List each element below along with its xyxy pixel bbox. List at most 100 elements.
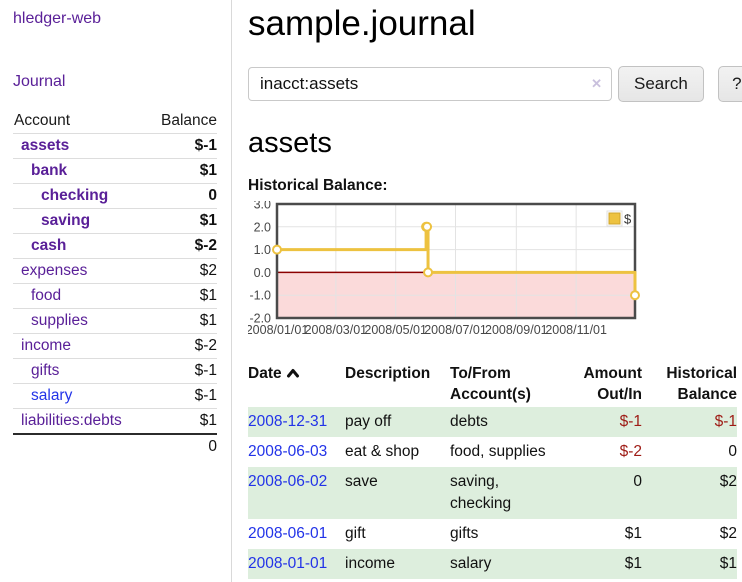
register-date-link[interactable]: 2008-12-31 xyxy=(248,413,328,430)
account-row: saving $1 xyxy=(13,208,217,234)
account-link[interactable]: checking xyxy=(41,187,109,204)
account-balance: $1 xyxy=(147,208,217,234)
account-heading: assets xyxy=(248,127,332,159)
register-balance: $2 xyxy=(719,525,737,542)
account-balance: $-1 xyxy=(147,383,217,409)
register-date-cell: 2008-12-31 xyxy=(248,407,345,437)
account-link[interactable]: saving xyxy=(41,212,91,229)
chart-title: Historical Balance: xyxy=(248,177,388,194)
clear-search-icon[interactable]: ✕ xyxy=(591,76,602,91)
account-row: checking 0 xyxy=(13,183,217,209)
register-row: 2008-06-03 eat & shop food, supplies $-2 0 xyxy=(248,437,737,467)
nav-journal-link[interactable]: Journal xyxy=(13,73,66,90)
register-row: 2008-12-31 pay off debts $-1 $-1 xyxy=(248,407,737,437)
balance-chart-svg: 3.0 2.0 1.0 0.0 -1.0 -2.02008/01/012008/03/01… xyxy=(246,198,640,337)
register-date-link[interactable]: 2008-01-01 xyxy=(248,555,328,572)
register-amount: 0 xyxy=(633,473,642,490)
register-amount: $1 xyxy=(624,555,642,572)
account-link[interactable]: liabilities:debts xyxy=(21,412,122,429)
accounts-total-spacer xyxy=(13,433,148,459)
register-description: eat & shop xyxy=(345,443,420,460)
svg-text:3.0: 3.0 xyxy=(254,201,271,212)
search-form: ✕ Search ? xyxy=(248,66,742,102)
account-row: expenses $2 xyxy=(13,258,217,284)
accounts-total-balance: 0 xyxy=(147,433,217,459)
account-cell: bank xyxy=(13,158,148,184)
register-amount: $1 xyxy=(624,525,642,542)
register-description: save xyxy=(345,473,378,490)
help-button[interactable]: ? xyxy=(717,66,742,102)
account-link[interactable]: salary xyxy=(31,387,73,404)
account-balance: $-2 xyxy=(147,233,217,259)
account-cell: saving xyxy=(13,208,148,234)
register-date-link[interactable]: 2008-06-03 xyxy=(248,443,328,460)
account-link[interactable]: income xyxy=(21,337,71,354)
account-row: gifts $-1 xyxy=(13,358,217,384)
account-cell: income xyxy=(13,333,148,359)
register-date-link[interactable]: 2008-06-01 xyxy=(248,525,328,542)
svg-text:1.0: 1.0 xyxy=(254,243,271,257)
account-balance: $2 xyxy=(147,258,217,284)
register-date-cell: 2008-06-03 xyxy=(248,437,345,467)
register-balance: 0 xyxy=(728,443,737,460)
search-input[interactable] xyxy=(248,67,612,101)
svg-text:2.0: 2.0 xyxy=(254,220,271,234)
svg-text:0.0: 0.0 xyxy=(254,266,271,280)
accounts-table-body: assets $-1 bank $1 checking 0 saving $1 cash $-2 e… xyxy=(13,133,217,459)
account-row: supplies $1 xyxy=(13,308,217,334)
account-cell: gifts xyxy=(13,358,148,384)
account-row: income $-2 xyxy=(13,333,217,359)
main-content: sample.journal ✕ Search ? assets Histori… xyxy=(232,0,742,582)
brand-link[interactable]: hledger-web xyxy=(13,10,102,27)
balance-header: Historical Balance xyxy=(642,361,737,407)
register-accounts: debts xyxy=(450,413,488,430)
register-amount: $-1 xyxy=(619,413,642,430)
account-link[interactable]: food xyxy=(31,287,62,304)
balance-chart: 3.0 2.0 1.0 0.0 -1.0 -2.0 2008/01/01 2008/03/01… xyxy=(246,198,742,342)
account-link[interactable]: supplies xyxy=(31,312,88,329)
account-row: bank $1 xyxy=(13,158,217,184)
amount-header: Amount Out/In xyxy=(568,361,642,407)
account-link[interactable]: expenses xyxy=(21,262,88,279)
account-link[interactable]: cash xyxy=(31,237,67,254)
account-cell: liabilities:debts xyxy=(13,409,148,435)
account-cell: checking xyxy=(13,183,148,209)
account-balance: 0 xyxy=(147,183,217,209)
register-amount: $-2 xyxy=(619,443,642,460)
svg-text:2008/07/01: 2008/07/01 xyxy=(424,323,487,337)
accounts-header-row: Account Balance xyxy=(13,109,217,134)
tofrom-header-line1: To/From xyxy=(450,365,511,382)
account-balance: $-2 xyxy=(147,333,217,359)
account-cell: cash xyxy=(13,233,148,259)
account-balance: $-1 xyxy=(147,133,217,159)
account-cell: food xyxy=(13,283,148,309)
register-accounts: gifts xyxy=(450,525,479,542)
description-header: Description xyxy=(345,365,431,382)
tofrom-header-line2: Account(s) xyxy=(450,386,531,403)
accounts-header-balance: Balance xyxy=(147,109,217,134)
register-date-link[interactable]: 2008-06-02 xyxy=(248,473,328,490)
register-date-cell: 2008-06-01 xyxy=(248,519,345,549)
account-cell: salary xyxy=(13,383,148,409)
svg-text:2008/11/01: 2008/11/01 xyxy=(545,323,607,337)
accounts-header-account: Account xyxy=(13,109,148,134)
register-balance: $2 xyxy=(719,473,737,490)
search-button[interactable]: Search xyxy=(618,66,704,102)
account-link[interactable]: bank xyxy=(31,162,68,179)
account-balance: $1 xyxy=(147,283,217,309)
account-row: salary $-1 xyxy=(13,383,217,409)
account-balance: $1 xyxy=(147,308,217,334)
tofrom-header: To/From Account(s) xyxy=(450,361,568,407)
account-row: liabilities:debts $1 xyxy=(13,409,217,435)
account-link[interactable]: assets xyxy=(21,137,70,154)
account-link[interactable]: gifts xyxy=(31,362,60,379)
register-description: pay off xyxy=(345,413,392,430)
register-date-cell: 2008-06-02 xyxy=(248,467,345,519)
sidebar: hledger-web Journal Account Balance asse… xyxy=(0,0,232,582)
register-header-row: Date Description To/From Account(s) Amoun… xyxy=(248,361,737,407)
balance-header-line1: Historical xyxy=(666,365,737,382)
account-row: cash $-2 xyxy=(13,233,217,259)
svg-text:$: $ xyxy=(624,212,632,227)
date-sort-header[interactable]: Date xyxy=(248,361,345,407)
register-date-cell: 2008-01-01 xyxy=(248,549,345,579)
